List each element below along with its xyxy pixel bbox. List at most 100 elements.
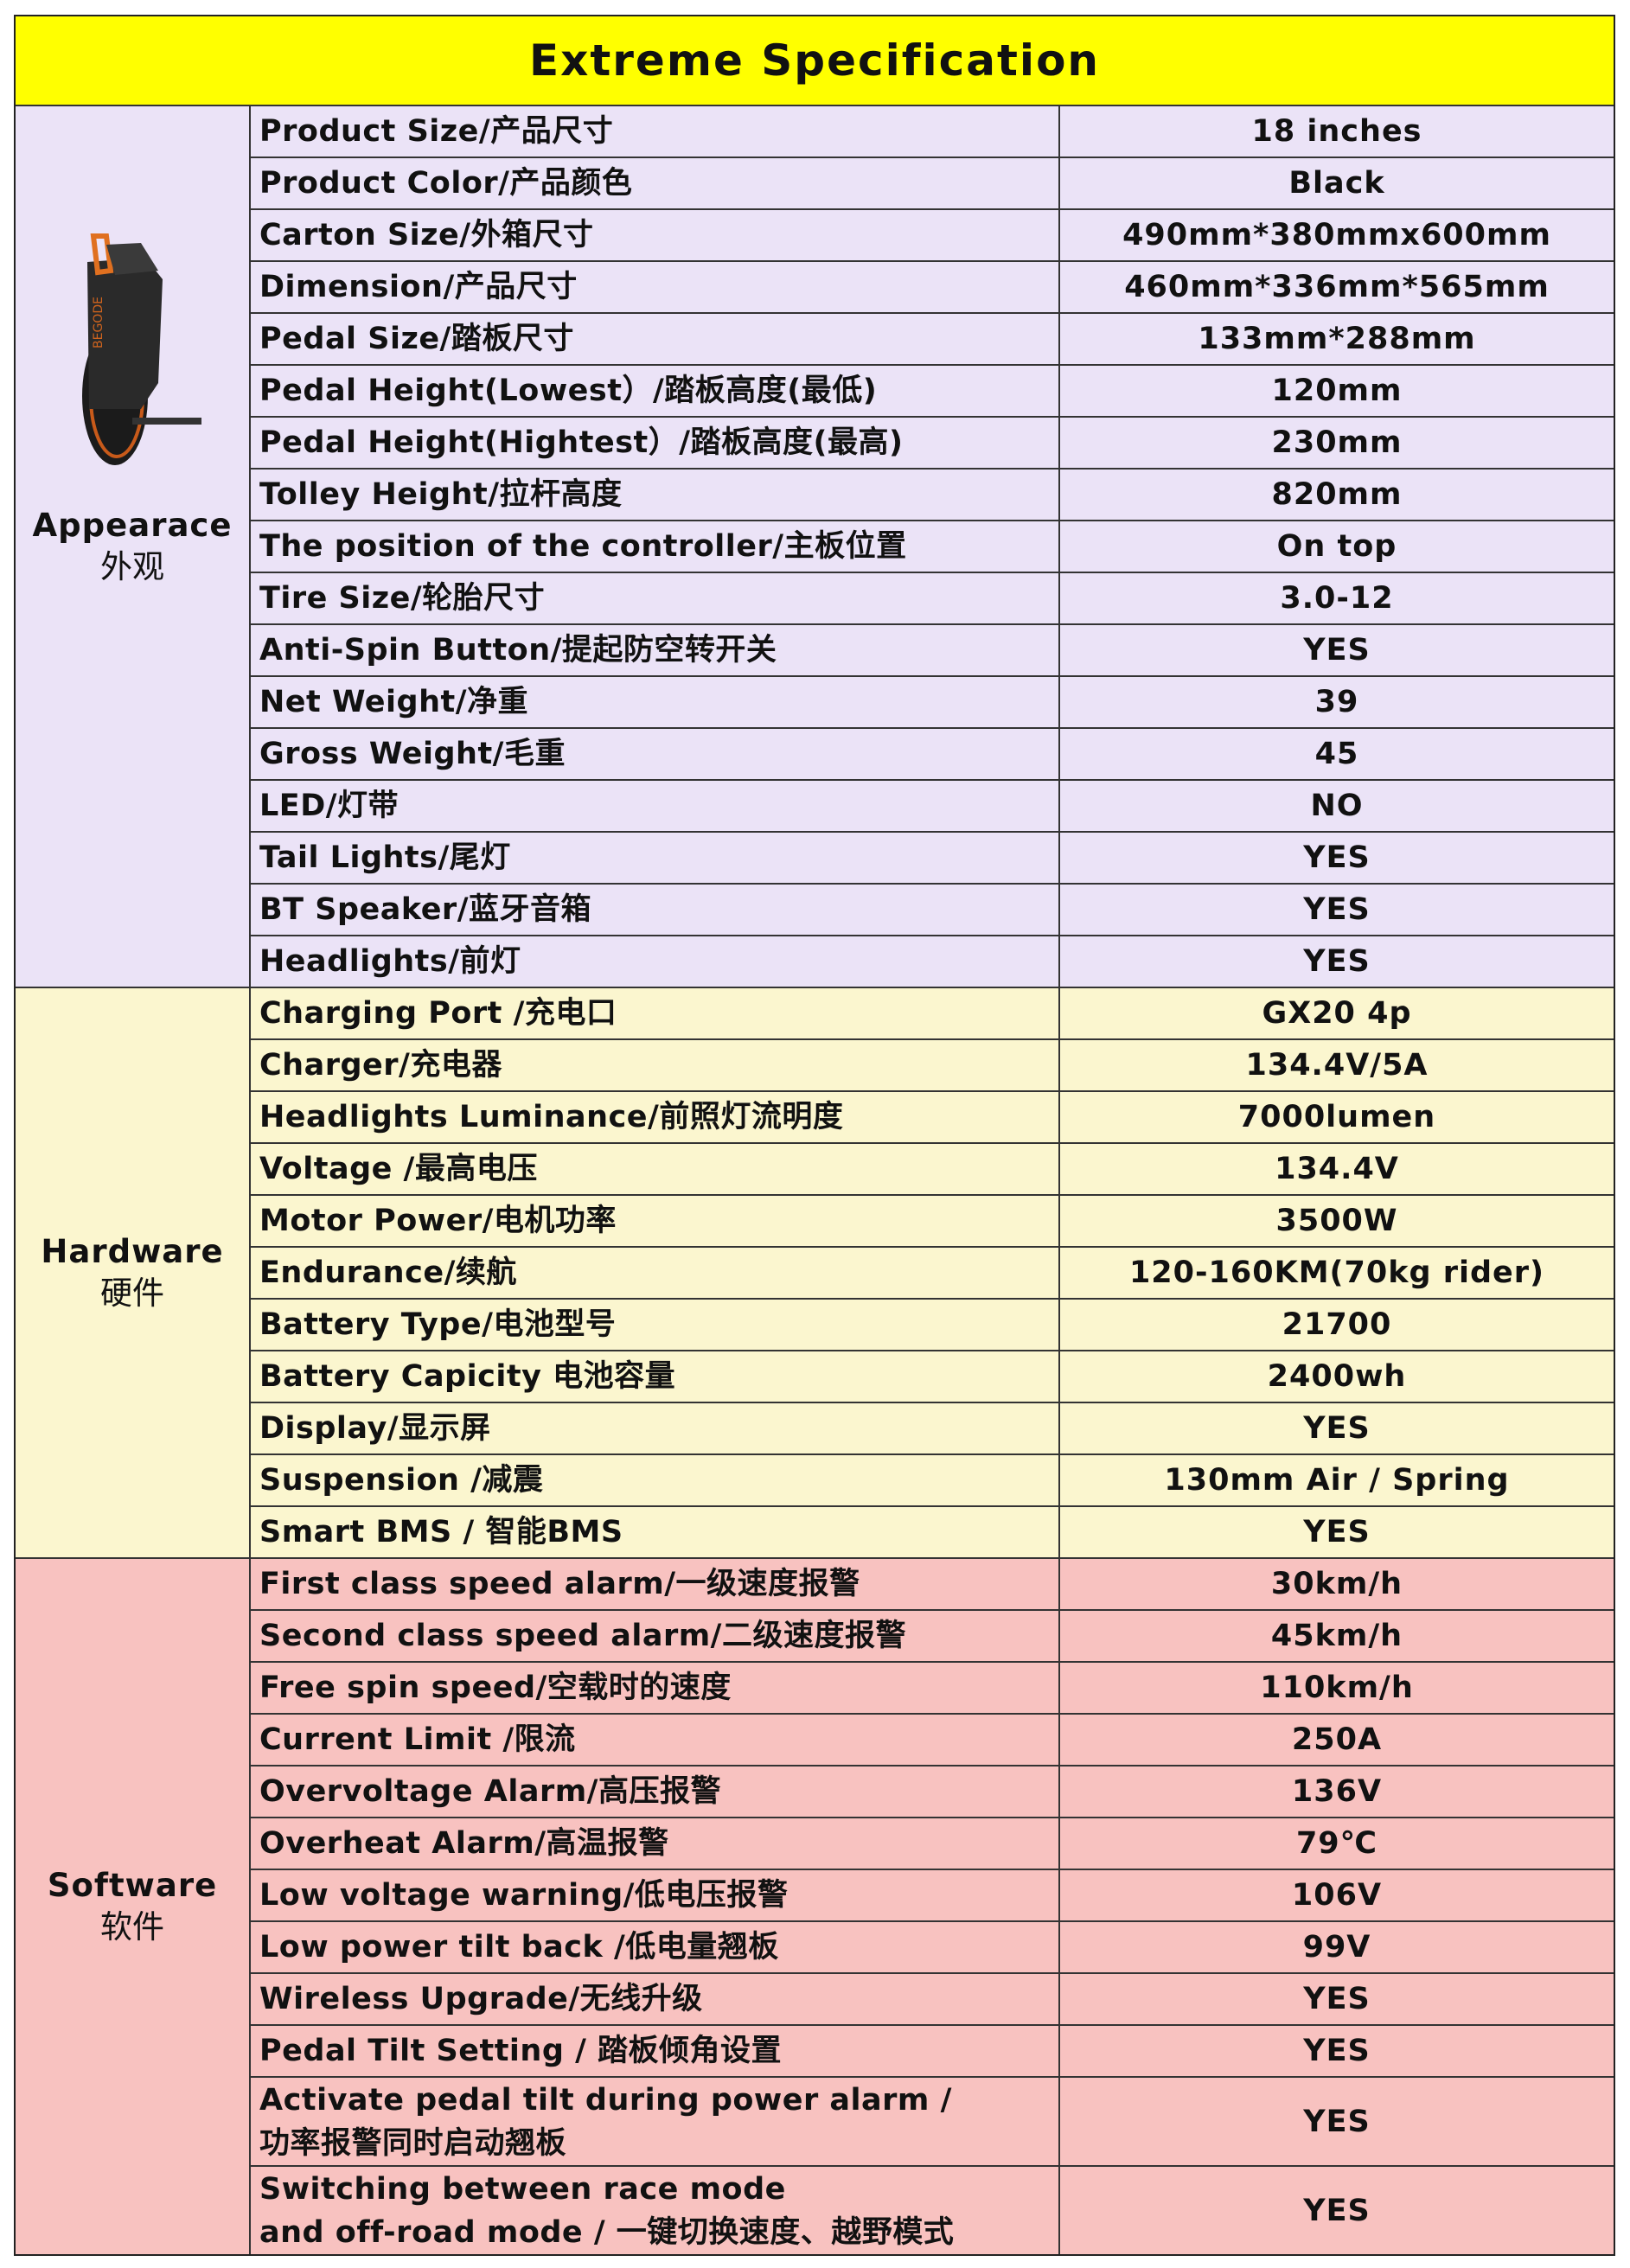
table-row: Switching between race mode and off-road…: [251, 2167, 1614, 2254]
spec-value: YES: [1303, 1515, 1371, 1549]
spec-value: 3.0-12: [1280, 581, 1394, 616]
section-hardware: Hardware 硬件 Charging Port /充电口 GX20 4p Charg…: [16, 988, 1614, 1559]
table-row: Display/显示屏 YES: [251, 1403, 1614, 1455]
spec-value: 45km/h: [1270, 1619, 1403, 1653]
spec-label: Activate pedal tilt during power alarm /…: [251, 2078, 1060, 2165]
spec-value: 133mm*288mm: [1198, 322, 1476, 356]
spec-value: 39: [1314, 685, 1359, 719]
spec-label: First class speed alarm/一级速度报警: [251, 1559, 1060, 1609]
spec-label: Low voltage warning/低电压报警: [251, 1870, 1060, 1920]
spec-label: Pedal Height(Lowest）/踏板高度(最低): [251, 366, 1060, 416]
table-row: Battery Type/电池型号 21700: [251, 1300, 1614, 1351]
category-label-zh: 硬件: [100, 1275, 164, 1312]
spec-value: 130mm Air / Spring: [1164, 1463, 1510, 1498]
spec-label: LED/灯带: [251, 781, 1060, 831]
spec-table: Extreme Specification BEGODE Appearace 外观…: [14, 15, 1615, 2256]
spec-label: Battery Capicity 电池容量: [251, 1351, 1060, 1402]
spec-value: 106V: [1291, 1878, 1383, 1913]
spec-value: 99V: [1302, 1930, 1371, 1965]
table-row: Battery Capicity 电池容量 2400wh: [251, 1351, 1614, 1403]
spec-value: 2400wh: [1267, 1359, 1407, 1394]
spec-sections: BEGODE Appearace 外观 Product Size/产品尺寸 18 in…: [16, 106, 1614, 2254]
spec-label: Carton Size/外箱尺寸: [251, 210, 1060, 260]
spec-value: 120-160KM(70kg rider): [1128, 1255, 1545, 1290]
category-label-zh: 外观: [100, 548, 164, 585]
table-row: Gross Weight/毛重 45: [251, 729, 1614, 781]
table-row: Dimension/产品尺寸 460mm*336mm*565mm: [251, 262, 1614, 314]
table-row: Overheat Alarm/高温报警 79℃: [251, 1818, 1614, 1870]
spec-label: Current Limit /限流: [251, 1715, 1060, 1765]
table-row: BT Speaker/蓝牙音箱 YES: [251, 885, 1614, 936]
table-row: Pedal Height(Hightest）/踏板高度(最高) 230mm: [251, 418, 1614, 470]
spec-label: Free spin speed/空载时的速度: [251, 1663, 1060, 1713]
spec-value: 79℃: [1295, 1826, 1378, 1861]
table-row: Tail Lights/尾灯 YES: [251, 833, 1614, 885]
table-row: Tire Size/轮胎尺寸 3.0-12: [251, 573, 1614, 625]
spec-label: Tail Lights/尾灯: [251, 833, 1060, 883]
table-row: Second class speed alarm/二级速度报警 45km/h: [251, 1611, 1614, 1663]
spec-value: YES: [1303, 944, 1371, 979]
spec-label: Endurance/续航: [251, 1248, 1060, 1298]
spec-value: 7000lumen: [1237, 1100, 1436, 1134]
table-row: Net Weight/净重 39: [251, 677, 1614, 729]
spec-value: GX20 4p: [1262, 996, 1412, 1031]
table-row: Wireless Upgrade/无线升级 YES: [251, 1974, 1614, 2026]
category-label-en: Software: [47, 1867, 218, 1904]
spec-label: Pedal Height(Hightest）/踏板高度(最高): [251, 418, 1060, 468]
electric-unicycle-image: BEGODE: [82, 233, 201, 465]
spec-label: The position of the controller/主板位置: [251, 521, 1060, 572]
spec-label: Motor Power/电机功率: [251, 1196, 1060, 1246]
spec-label: Product Color/产品颜色: [251, 158, 1060, 208]
spec-value: 45: [1314, 737, 1359, 771]
spec-value: 30km/h: [1270, 1567, 1403, 1601]
table-row: Endurance/续航 120-160KM(70kg rider): [251, 1248, 1614, 1300]
table-row: Pedal Tilt Setting / 踏板倾角设置 YES: [251, 2026, 1614, 2078]
table-row: Voltage /最高电压 134.4V: [251, 1144, 1614, 1196]
spec-value: YES: [1303, 1982, 1371, 2016]
spec-value: 490mm*380mmx600mm: [1122, 218, 1551, 252]
spec-value: 18 inches: [1251, 114, 1422, 149]
spec-value: YES: [1303, 892, 1371, 927]
table-row: The position of the controller/主板位置 On to…: [251, 521, 1614, 573]
table-row: Pedal Size/踏板尺寸 133mm*288mm: [251, 314, 1614, 366]
table-row: Activate pedal tilt during power alarm /…: [251, 2078, 1614, 2167]
page-title: Extreme Specification: [16, 16, 1614, 106]
spec-value: 134.4V: [1275, 1152, 1399, 1186]
spec-value: 21700: [1282, 1307, 1392, 1342]
spec-value: YES: [1303, 1411, 1371, 1446]
table-row: Suspension /减震 130mm Air / Spring: [251, 1455, 1614, 1507]
table-row: First class speed alarm/一级速度报警 30km/h: [251, 1559, 1614, 1611]
spec-label: Overheat Alarm/高温报警: [251, 1818, 1060, 1869]
table-row: Charger/充电器 134.4V/5A: [251, 1040, 1614, 1092]
table-row: Headlights Luminance/前照灯流明度 7000lumen: [251, 1092, 1614, 1144]
spec-label: Display/显示屏: [251, 1403, 1060, 1453]
spec-label: Smart BMS / 智能BMS: [251, 1507, 1060, 1557]
spec-value: 134.4V/5A: [1245, 1048, 1429, 1083]
spec-value: Black: [1288, 166, 1385, 201]
spec-value: YES: [1303, 633, 1371, 668]
spec-label: Net Weight/净重: [251, 677, 1060, 727]
spec-label: Headlights/前灯: [251, 936, 1060, 987]
spec-value: 136V: [1291, 1774, 1383, 1809]
table-row: Charging Port /充电口 GX20 4p: [251, 988, 1614, 1040]
spec-value: YES: [1303, 2104, 1371, 2139]
table-row: Product Color/产品颜色 Black: [251, 158, 1614, 210]
category-label-zh: 软件: [100, 1908, 164, 1945]
table-row: Current Limit /限流 250A: [251, 1715, 1614, 1766]
spec-value: 110km/h: [1260, 1671, 1414, 1705]
spec-value: 120mm: [1271, 374, 1403, 408]
spec-label: Product Size/产品尺寸: [251, 106, 1060, 157]
table-row: Tolley Height/拉杆高度 820mm: [251, 470, 1614, 521]
category-cell: BEGODE Appearace 外观: [16, 106, 251, 987]
spec-value: YES: [1303, 2034, 1371, 2068]
table-row: Smart BMS / 智能BMS YES: [251, 1507, 1614, 1557]
category-label-en: Hardware: [41, 1233, 224, 1270]
spec-label: Wireless Upgrade/无线升级: [251, 1974, 1060, 2024]
spec-value: 460mm*336mm*565mm: [1124, 270, 1550, 304]
category-cell: Software 软件: [16, 1559, 251, 2254]
spec-label: Charger/充电器: [251, 1040, 1060, 1090]
spec-label: Suspension /减震: [251, 1455, 1060, 1505]
spec-label: Tire Size/轮胎尺寸: [251, 573, 1060, 623]
svg-text:BEGODE: BEGODE: [92, 297, 105, 348]
spec-value: 230mm: [1271, 425, 1403, 460]
